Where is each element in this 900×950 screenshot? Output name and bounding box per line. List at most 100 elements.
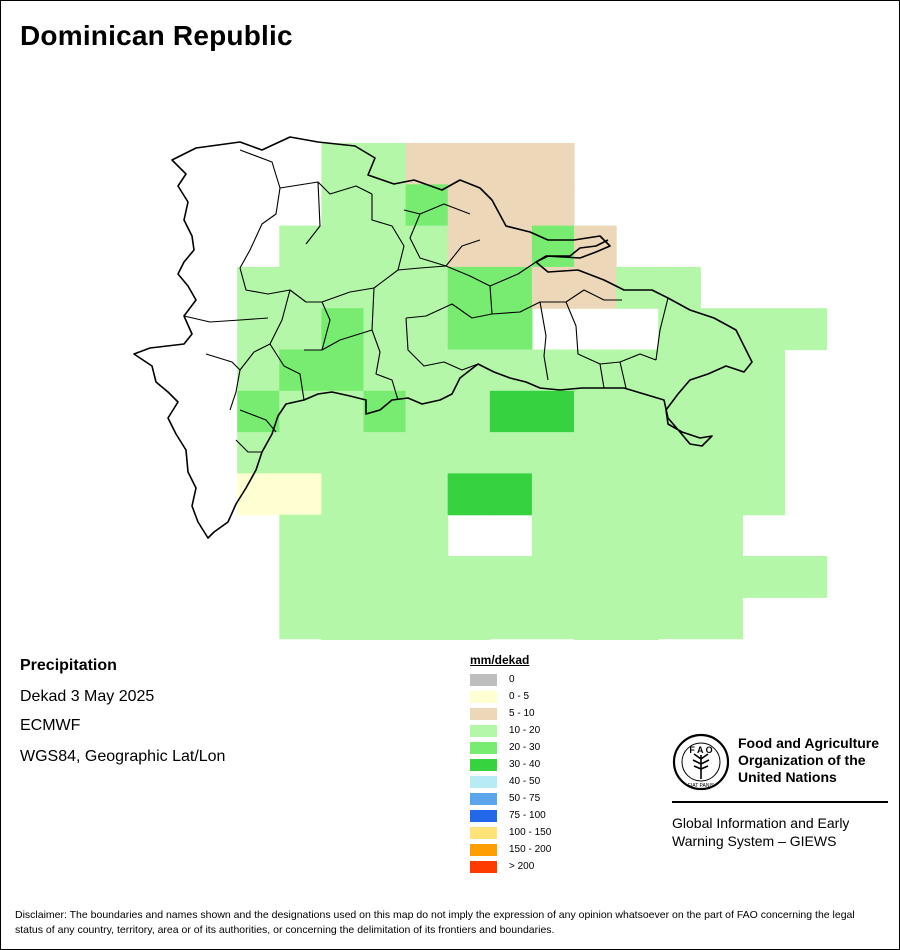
- legend-swatch: [470, 826, 497, 839]
- grid-cell: [489, 308, 533, 351]
- province-boundaries: [183, 149, 669, 453]
- grid-cell: [658, 432, 701, 474]
- legend-rows: 0 0 - 5 5 - 10 10 - 20 20 - 30 30 - 40 40 - 50…: [470, 671, 610, 875]
- grid-cell: [700, 597, 743, 640]
- legend-item: 20 - 30: [470, 739, 610, 756]
- legend-label: 75 - 100: [509, 810, 546, 821]
- legend-swatch: [470, 741, 497, 754]
- grid-cell: [742, 432, 786, 474]
- legend-item: 40 - 50: [470, 773, 610, 790]
- grid-cell: [363, 266, 407, 309]
- grid-cell: [237, 473, 280, 516]
- projection-label: WGS84, Geographic Lat/Lon: [20, 748, 226, 765]
- grid-cell: [658, 390, 701, 433]
- system-name: Global Information and Early Warning Sys…: [672, 814, 888, 850]
- svg-text:FIAT PANIS: FIAT PANIS: [688, 783, 715, 789]
- grid-cell: [574, 514, 617, 557]
- grid-cell: [489, 556, 533, 598]
- grid-cell: [574, 349, 617, 392]
- grid-cell: [531, 390, 575, 433]
- grid-cell: [574, 266, 617, 309]
- grid-cell: [363, 473, 407, 516]
- grid-cell: [784, 556, 828, 598]
- grid-cell: [405, 266, 449, 309]
- grid-cell: [321, 473, 365, 516]
- legend-item: 10 - 20: [470, 722, 610, 739]
- model-label: ECMWF: [20, 717, 81, 734]
- grid-cell: [489, 473, 533, 516]
- grid-cell: [531, 473, 575, 516]
- grid-cell: [616, 390, 659, 433]
- grid-cell: [447, 597, 491, 640]
- grid-cell: [531, 349, 575, 392]
- grid-cell: [321, 390, 365, 433]
- grid-cell: [489, 597, 533, 640]
- grid-cell: [447, 308, 491, 351]
- grid-cell: [363, 225, 407, 268]
- legend-item: 75 - 100: [470, 807, 610, 824]
- grid-cell: [363, 143, 407, 185]
- legend-swatch: [470, 758, 497, 771]
- precipitation-map: [133, 136, 828, 640]
- grid-cell: [321, 597, 365, 640]
- legend-swatch: [470, 724, 497, 737]
- legend-swatch: [470, 809, 497, 822]
- grid-cell: [700, 556, 743, 598]
- legend-swatch: [470, 690, 497, 703]
- grid-cell: [447, 390, 491, 433]
- grid-cell: [405, 638, 449, 640]
- grid-cell: [700, 514, 743, 557]
- grid-cell: [405, 308, 449, 351]
- logo-divider: [672, 801, 888, 803]
- legend-label: 40 - 50: [509, 776, 541, 787]
- grid-cell: [574, 390, 617, 433]
- grid-cell: [279, 473, 322, 516]
- legend-swatch: [470, 775, 497, 788]
- legend-label: 5 - 10: [509, 708, 535, 719]
- grid-cell: [489, 184, 533, 227]
- legend-label: 20 - 30: [509, 742, 541, 753]
- grid-cell: [742, 390, 786, 433]
- grid-cell: [363, 308, 407, 351]
- legend-label: 0 - 5: [509, 691, 530, 702]
- grid-cell: [237, 349, 280, 392]
- legend-swatch: [470, 707, 497, 720]
- grid-cell: [784, 308, 828, 351]
- grid-cell: [616, 432, 659, 474]
- fao-emblem-icon: F A O FIAT PANIS: [672, 733, 730, 791]
- legend-swatch: [470, 860, 497, 873]
- legend: mm/dekad 0 0 - 5 5 - 10 10 - 20 20 - 30 30 - …: [470, 653, 610, 875]
- grid-cell: [321, 266, 365, 309]
- grid-cell: [489, 143, 533, 185]
- grid-cell: [489, 225, 533, 268]
- org-line-1: Food and Agriculture: [738, 735, 880, 751]
- grid-cell: [489, 349, 533, 392]
- period-label: Dekad 3 May 2025: [20, 688, 155, 705]
- grid-cell: [237, 266, 280, 309]
- grid-cell: [574, 473, 617, 516]
- legend-item: 30 - 40: [470, 756, 610, 773]
- grid-cell: [447, 266, 491, 309]
- org-line-3: United Nations: [738, 769, 837, 785]
- grid-cell: [447, 225, 491, 268]
- legend-item: > 200: [470, 858, 610, 875]
- grid-cell: [363, 514, 407, 557]
- grid-cell: [700, 390, 743, 433]
- grid-cell: [531, 184, 575, 227]
- grid-cell: [279, 349, 322, 392]
- grid-cell: [447, 638, 491, 640]
- grid-cell: [321, 184, 365, 227]
- legend-label: 10 - 20: [509, 725, 541, 736]
- grid-cell: [700, 432, 743, 474]
- legend-item: 150 - 200: [470, 841, 610, 858]
- legend-item: 100 - 150: [470, 824, 610, 841]
- svg-text:F A O: F A O: [689, 745, 712, 755]
- grid-cell: [321, 225, 365, 268]
- grid-cell: [321, 349, 365, 392]
- grid-cell: [616, 473, 659, 516]
- legend-label: > 200: [509, 861, 535, 872]
- grid-cell: [321, 308, 365, 351]
- grid-cell: [405, 556, 449, 598]
- grid-cell: [700, 473, 743, 516]
- grid-cell: [363, 432, 407, 474]
